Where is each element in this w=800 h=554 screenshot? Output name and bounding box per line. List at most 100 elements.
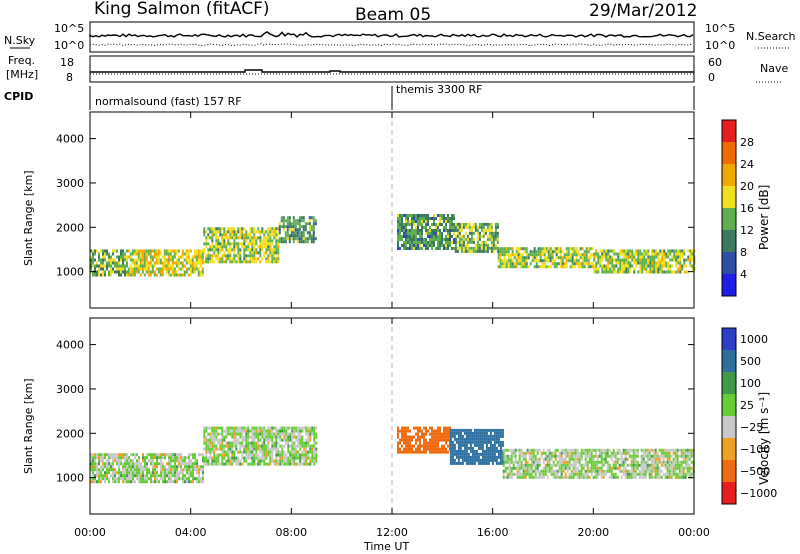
cell	[257, 432, 260, 436]
cell	[481, 434, 484, 438]
cell	[273, 227, 276, 231]
cell	[235, 429, 238, 433]
cell	[675, 249, 678, 253]
cell	[243, 426, 246, 430]
cell	[285, 438, 288, 442]
cell	[403, 232, 405, 235]
cell	[562, 451, 565, 455]
cell	[499, 431, 502, 435]
cell	[399, 438, 401, 442]
cell	[223, 227, 226, 231]
cell	[429, 244, 431, 247]
cell	[586, 460, 589, 464]
cell	[488, 234, 491, 238]
cell	[275, 462, 278, 466]
cell	[144, 480, 146, 484]
cell	[195, 255, 198, 259]
cell	[279, 432, 282, 436]
cell	[522, 451, 525, 455]
cell	[683, 258, 686, 262]
cell	[209, 447, 212, 451]
cell	[247, 450, 250, 454]
cell	[223, 453, 226, 457]
cell	[146, 471, 148, 475]
cell	[632, 454, 635, 458]
cell	[138, 462, 140, 466]
cell	[184, 462, 186, 466]
cell	[267, 441, 270, 445]
cell	[429, 441, 431, 445]
cell	[223, 251, 226, 255]
cell	[656, 466, 659, 470]
cell	[580, 451, 583, 455]
cell	[612, 454, 615, 458]
cell	[247, 429, 250, 433]
cell	[579, 253, 582, 257]
cell	[130, 480, 132, 484]
cell	[594, 454, 597, 458]
cell	[286, 216, 289, 220]
cell	[610, 457, 613, 461]
cell	[217, 257, 220, 261]
cell	[259, 248, 262, 252]
cell	[151, 267, 154, 271]
cell	[427, 429, 429, 433]
cell	[598, 460, 601, 464]
cell	[278, 237, 281, 241]
cell	[245, 230, 248, 234]
cell	[142, 453, 144, 457]
cell	[297, 429, 300, 433]
cell	[647, 252, 650, 256]
cell	[509, 262, 512, 266]
cell	[176, 480, 178, 484]
cell	[466, 234, 469, 238]
cell	[592, 457, 595, 461]
cell	[221, 233, 224, 237]
cell	[505, 253, 508, 257]
cell	[312, 240, 315, 244]
cell	[485, 434, 488, 438]
cell	[630, 460, 633, 464]
cell	[581, 256, 584, 260]
cell	[201, 273, 204, 277]
cell	[629, 255, 632, 259]
cell	[545, 265, 548, 269]
cell	[267, 438, 270, 442]
cell	[486, 234, 489, 238]
cell	[484, 249, 487, 253]
cell	[494, 231, 497, 235]
cell	[183, 252, 186, 256]
cell	[523, 256, 526, 260]
cell	[269, 459, 272, 463]
cell	[315, 459, 318, 463]
cell	[415, 220, 417, 223]
cell	[609, 258, 612, 262]
cell	[139, 267, 142, 271]
cell	[239, 450, 242, 454]
cell	[684, 454, 687, 458]
cell	[566, 475, 569, 479]
cell	[227, 227, 230, 231]
cell	[156, 456, 158, 460]
cell	[305, 441, 308, 445]
cell	[494, 225, 497, 229]
cell	[211, 227, 214, 231]
cell	[475, 437, 478, 441]
cell	[525, 247, 528, 251]
cell	[295, 429, 298, 433]
cell	[510, 472, 513, 476]
cell	[664, 472, 667, 476]
cell	[622, 469, 625, 473]
cell	[427, 447, 429, 451]
cell	[275, 444, 278, 448]
cell	[179, 255, 182, 259]
cell	[237, 260, 240, 264]
cell	[627, 258, 630, 262]
cell	[481, 455, 484, 459]
cell	[453, 452, 456, 456]
cell	[478, 249, 481, 253]
cell	[639, 255, 642, 259]
cell	[602, 463, 605, 467]
cell	[313, 432, 316, 436]
cell	[499, 449, 502, 453]
